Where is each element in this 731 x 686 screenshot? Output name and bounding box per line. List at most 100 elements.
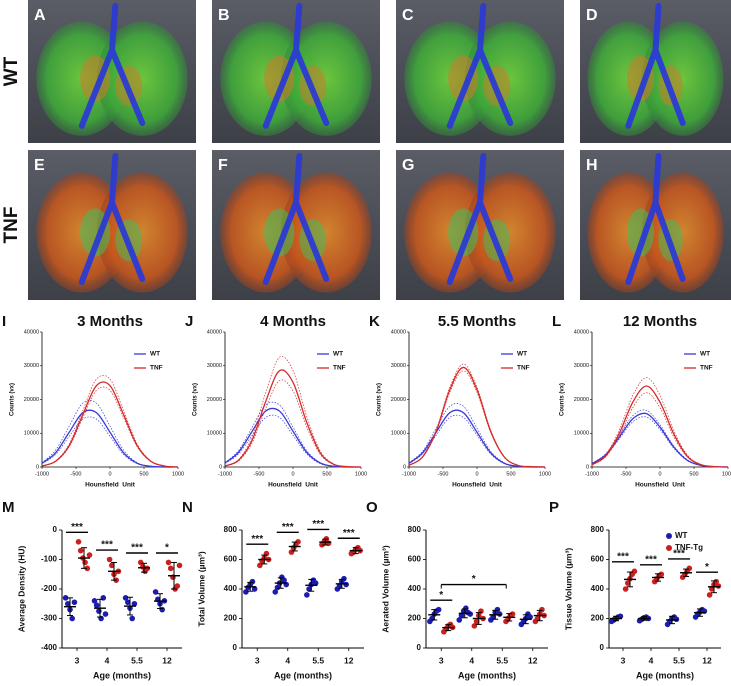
x-tick-label: 4 bbox=[649, 655, 654, 665]
error-bar bbox=[461, 608, 468, 619]
significance-label: * bbox=[165, 543, 169, 554]
x-tick-label: 5.5 bbox=[496, 655, 508, 665]
data-point bbox=[304, 592, 310, 598]
data-point bbox=[77, 547, 84, 554]
error-bar bbox=[322, 538, 329, 546]
x-axis-label: Age (months) bbox=[458, 670, 516, 680]
x-tick-label: 1000 bbox=[172, 471, 184, 477]
error-bar bbox=[641, 616, 647, 621]
y-tick-label: 0 bbox=[233, 643, 238, 652]
panel-letter: P bbox=[549, 499, 559, 516]
row-label: WT bbox=[1, 56, 22, 86]
data-point bbox=[176, 562, 183, 569]
error-bar bbox=[506, 613, 513, 622]
x-axis-label: Hounsfield Unit bbox=[635, 482, 686, 489]
panel-letter: N bbox=[182, 499, 193, 516]
data-point bbox=[715, 583, 722, 589]
x-axis-label: Hounsfield Unit bbox=[268, 482, 319, 489]
x-tick-label: -1000 bbox=[402, 471, 416, 477]
y-tick-label: 0 bbox=[219, 464, 222, 470]
error-bar bbox=[81, 547, 87, 569]
row-label: TNF bbox=[1, 207, 22, 244]
confidence-line bbox=[41, 374, 179, 468]
legend-label: TNF bbox=[333, 365, 346, 372]
y-tick-label: 30000 bbox=[207, 363, 222, 369]
y-tick-label: -400 bbox=[41, 643, 58, 652]
significance-label: *** bbox=[251, 534, 263, 545]
error-bar bbox=[655, 573, 661, 582]
error-bar bbox=[97, 598, 103, 618]
legend-swatch bbox=[666, 533, 672, 539]
image-panel: H bbox=[580, 150, 731, 300]
x-tick-label: 1000 bbox=[355, 471, 367, 477]
chart-title: 12 Months bbox=[623, 313, 697, 330]
data-point bbox=[137, 559, 144, 566]
x-tick-label: 0 bbox=[108, 471, 111, 477]
x-tick-label: -500 bbox=[437, 471, 448, 477]
x-tick-label: 3 bbox=[439, 655, 444, 665]
data-point bbox=[65, 600, 71, 607]
confidence-line bbox=[41, 399, 179, 468]
y-tick-label: 40000 bbox=[391, 329, 406, 335]
y-axis-label: Counts (vx) bbox=[193, 383, 199, 416]
x-axis-label: Age (months) bbox=[636, 670, 694, 680]
lung-lobe bbox=[464, 172, 556, 293]
data-point bbox=[625, 580, 631, 586]
error-bar bbox=[291, 541, 298, 552]
x-tick-label: 3 bbox=[75, 655, 80, 665]
data-point bbox=[336, 583, 343, 589]
y-tick-label: 400 bbox=[591, 584, 605, 593]
x-tick-label: 3 bbox=[621, 655, 626, 665]
confidence-line bbox=[224, 379, 362, 468]
x-tick-label: -1000 bbox=[218, 471, 232, 477]
data-point bbox=[131, 600, 138, 607]
significance-label: * bbox=[705, 562, 709, 573]
x-tick-label: 4 bbox=[469, 655, 474, 665]
data-point bbox=[312, 580, 319, 586]
y-tick-label: 0 bbox=[53, 525, 58, 534]
error-bar bbox=[536, 609, 543, 622]
data-point bbox=[75, 539, 82, 545]
data-point bbox=[617, 613, 624, 620]
panel-letter: K bbox=[369, 313, 380, 330]
airway bbox=[78, 153, 146, 285]
error-bar bbox=[247, 581, 254, 592]
data-point bbox=[125, 599, 131, 606]
data-point bbox=[295, 539, 301, 545]
data-point bbox=[490, 614, 496, 620]
data-point bbox=[673, 616, 680, 623]
y-tick-label: 200 bbox=[224, 614, 238, 623]
airway bbox=[78, 3, 146, 129]
lung-lobe bbox=[96, 172, 188, 293]
data-point bbox=[106, 556, 113, 563]
panel-letter: M bbox=[2, 499, 15, 516]
data-point bbox=[494, 606, 501, 613]
panel-letter: L bbox=[552, 313, 561, 330]
x-tick-label: 500 bbox=[689, 471, 698, 477]
x-tick-label: 5.5 bbox=[131, 655, 143, 665]
significance-label: *** bbox=[71, 522, 83, 533]
error-bar bbox=[627, 571, 633, 588]
lung-lobe bbox=[280, 172, 372, 293]
y-tick-label: 600 bbox=[408, 555, 422, 564]
data-point bbox=[69, 615, 75, 622]
x-axis-label: Hounsfield Unit bbox=[452, 482, 503, 489]
y-axis-label: Average Density (HU) bbox=[16, 546, 26, 633]
series-line bbox=[41, 381, 179, 468]
x-tick-label: -500 bbox=[620, 471, 631, 477]
image-panel: G bbox=[396, 150, 564, 300]
error-bar bbox=[352, 547, 359, 555]
image-panel: B bbox=[212, 0, 380, 143]
y-tick-label: 0 bbox=[403, 464, 406, 470]
x-tick-label: -500 bbox=[70, 471, 81, 477]
data-point bbox=[706, 592, 713, 598]
x-tick-label: -1000 bbox=[585, 471, 599, 477]
data-point bbox=[467, 611, 474, 617]
error-bar bbox=[141, 562, 147, 573]
panel-letter: J bbox=[185, 313, 193, 330]
panel-letter: A bbox=[34, 7, 46, 24]
data-point bbox=[91, 598, 98, 604]
confidence-line bbox=[408, 414, 546, 468]
error-bar bbox=[711, 580, 717, 594]
